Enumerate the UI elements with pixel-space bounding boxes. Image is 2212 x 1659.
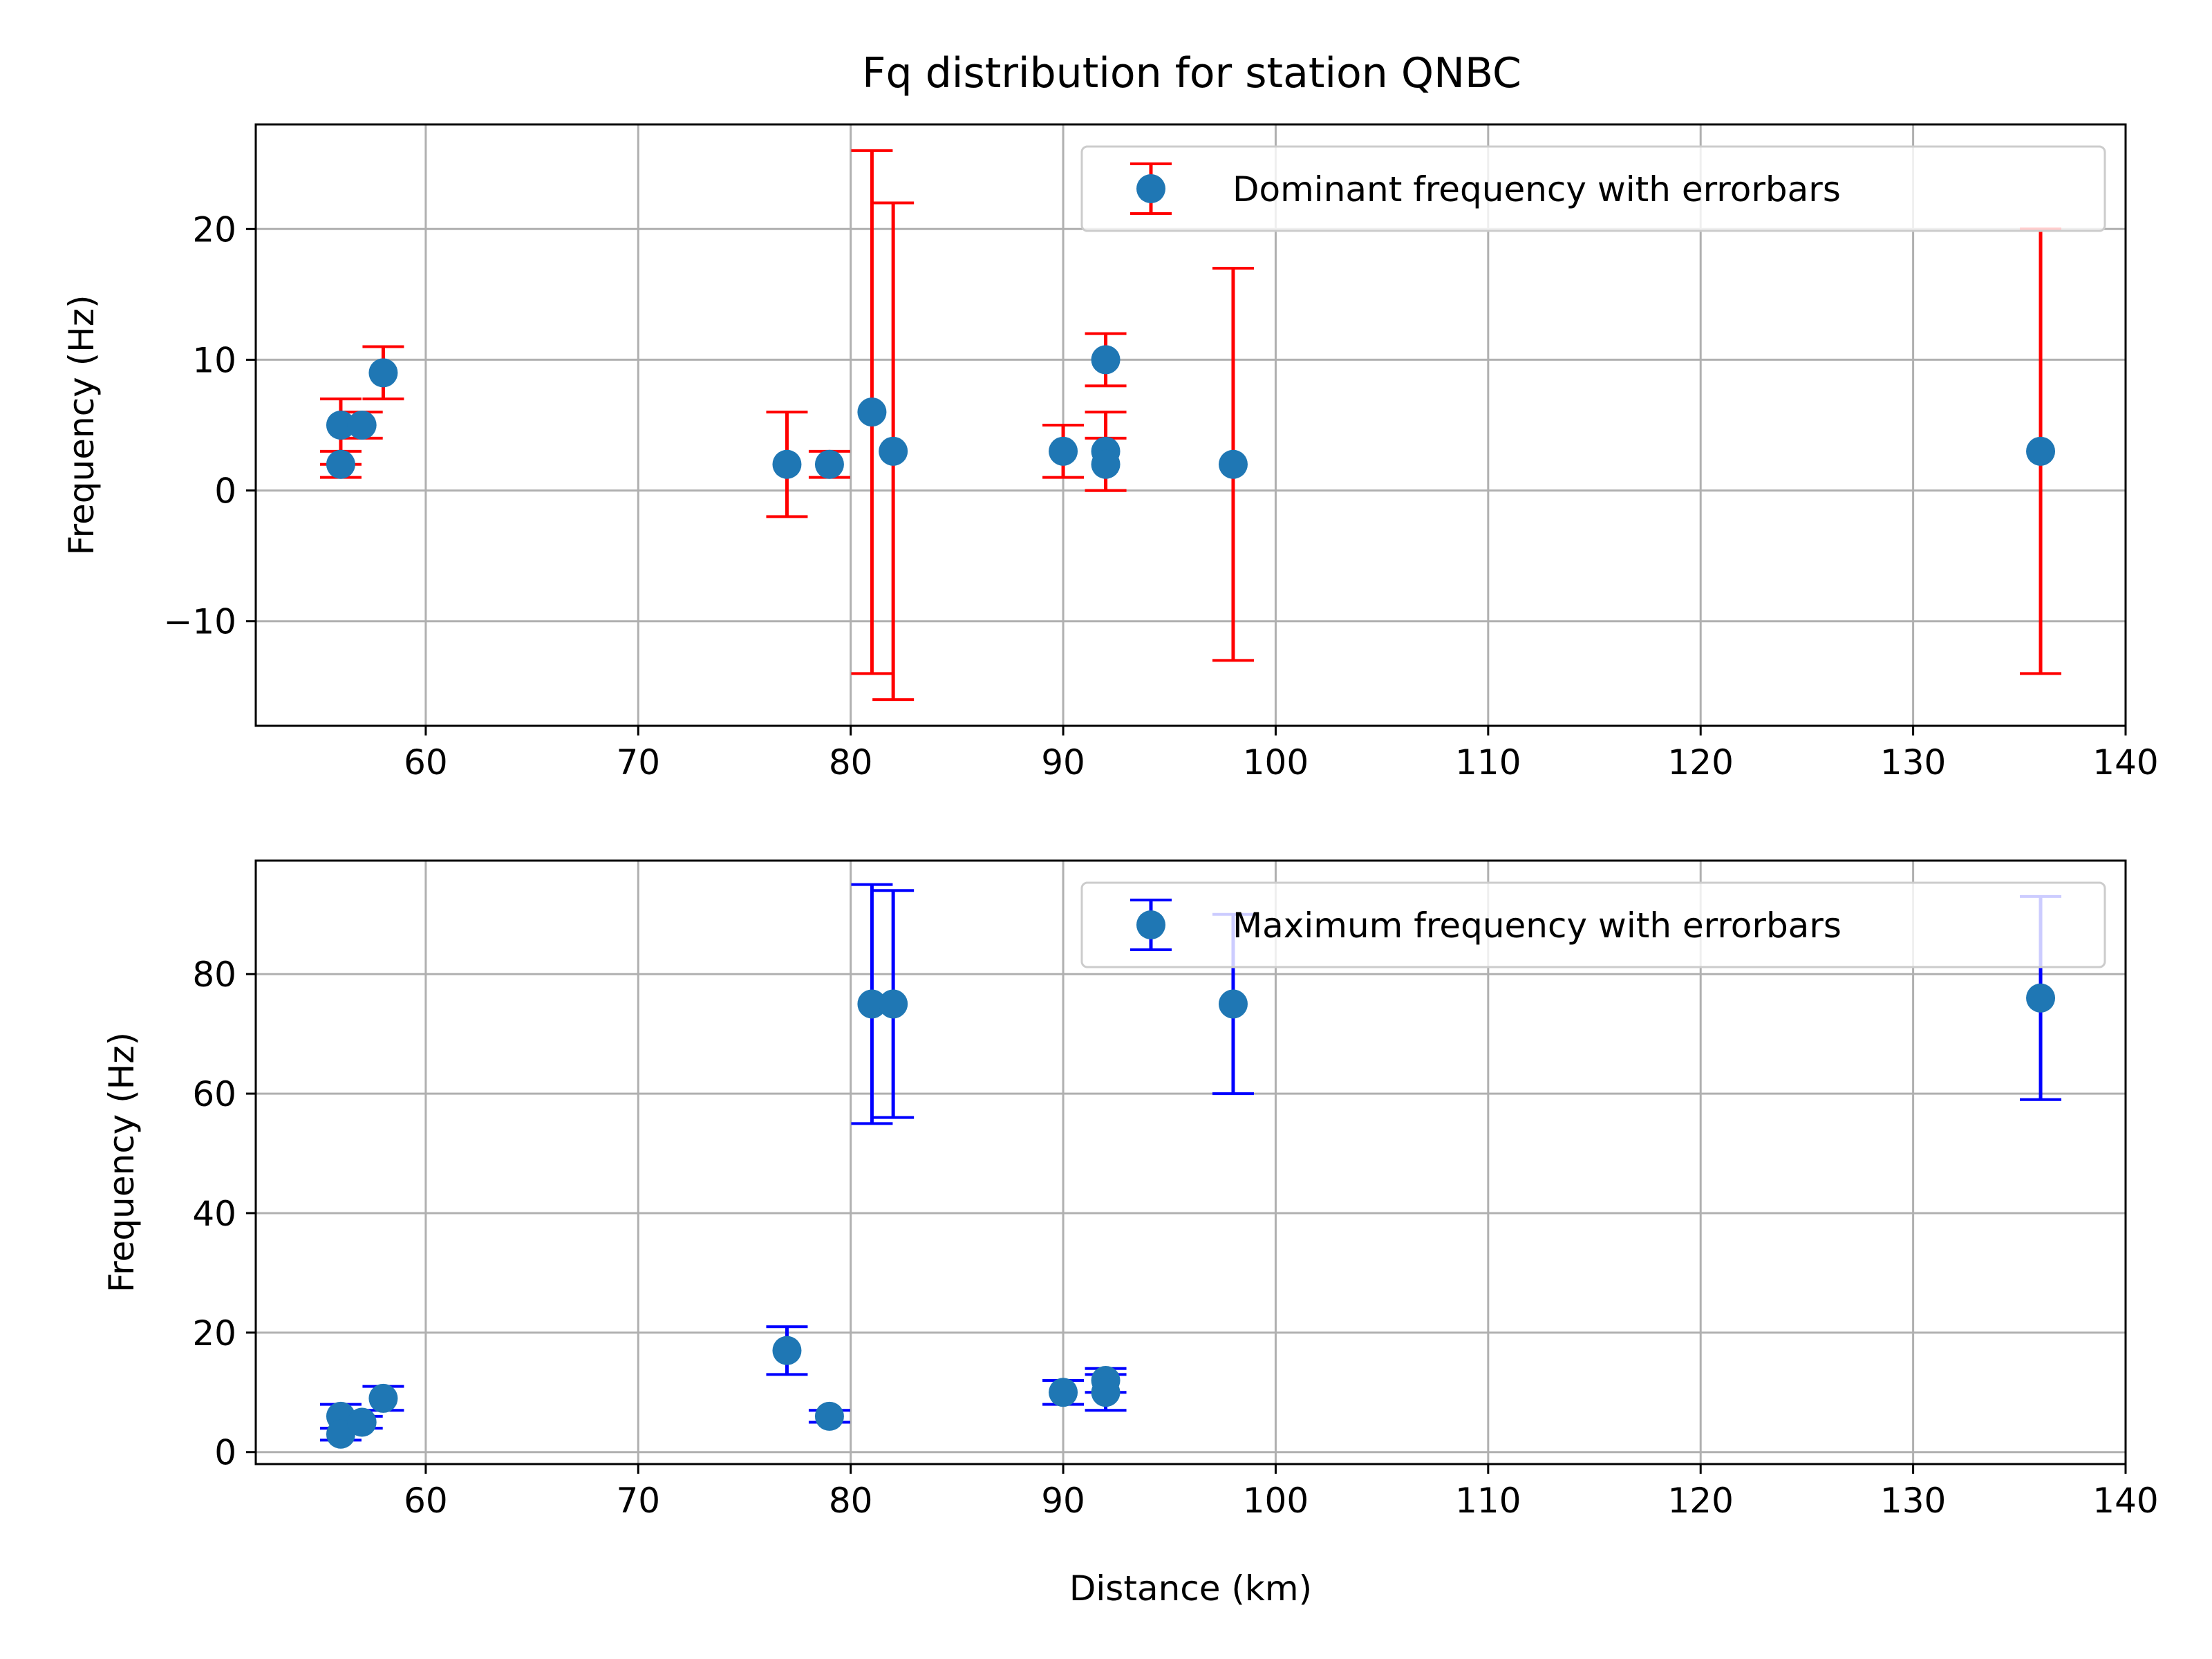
data-point bbox=[2026, 983, 2056, 1013]
data-point bbox=[1049, 436, 1078, 466]
plot-area-frame bbox=[254, 123, 2127, 727]
legend-marker-icon bbox=[1136, 910, 1165, 939]
data-point bbox=[1091, 1378, 1121, 1407]
maximum-frequency-panel: 60 70 80 90 100 110 120 130 140 0 20 40 60 80 Frequenc… bbox=[102, 859, 2159, 1609]
data-point bbox=[368, 1383, 398, 1413]
x-tick-label: 70 bbox=[616, 742, 660, 782]
data-point bbox=[326, 411, 355, 440]
data-point bbox=[814, 449, 844, 479]
y-axis-label: Frequency (Hz) bbox=[102, 1032, 142, 1293]
data-point bbox=[347, 411, 377, 440]
y-tick-label: 20 bbox=[192, 209, 236, 250]
legend: Dominant frequency with errorbars bbox=[1080, 145, 2106, 232]
x-tick-label: 110 bbox=[1455, 1481, 1521, 1521]
x-tick-label: 130 bbox=[1880, 742, 1946, 782]
x-tick-label: 130 bbox=[1880, 1481, 1946, 1521]
data-point bbox=[772, 449, 802, 479]
y-axis-label: Frequency (Hz) bbox=[62, 294, 102, 555]
data-point bbox=[857, 989, 887, 1019]
y-tick-label: 60 bbox=[192, 1074, 236, 1114]
data-point bbox=[326, 1419, 355, 1449]
legend-label: Dominant frequency with errorbars bbox=[1232, 169, 1841, 209]
x-tick-label: 80 bbox=[829, 742, 873, 782]
x-tick-label: 60 bbox=[404, 1481, 448, 1521]
x-tick-label: 90 bbox=[1041, 742, 1085, 782]
y-tick-label: 0 bbox=[214, 471, 236, 512]
data-point bbox=[879, 989, 908, 1019]
x-tick-label: 110 bbox=[1455, 742, 1521, 782]
data-point bbox=[1218, 449, 1248, 479]
y-tick-label: −10 bbox=[163, 602, 236, 642]
x-tick-label: 70 bbox=[616, 1481, 660, 1521]
chart-title: Fq distribution for station QNBC bbox=[862, 49, 1521, 97]
y-tick-label: 0 bbox=[214, 1433, 236, 1473]
data-point bbox=[326, 449, 355, 479]
data-point bbox=[1091, 345, 1121, 375]
data-point bbox=[1091, 449, 1121, 479]
data-point bbox=[2026, 436, 2056, 466]
dominant-frequency-panel: 60 70 80 90 100 110 120 130 140 −10 0 10 20 Frequency… bbox=[62, 123, 2159, 782]
x-tick-label: 80 bbox=[829, 1481, 873, 1521]
legend-box bbox=[1080, 145, 2106, 232]
data-point bbox=[879, 436, 908, 466]
plot-area-frame bbox=[254, 859, 2127, 1465]
y-tick-label: 20 bbox=[192, 1313, 236, 1353]
x-tick-label: 90 bbox=[1041, 1481, 1085, 1521]
legend-marker-icon bbox=[1136, 174, 1165, 203]
x-tick-label: 60 bbox=[404, 742, 448, 782]
legend-label: Maximum frequency with errorbars bbox=[1232, 906, 1841, 946]
x-axis-label: Distance (km) bbox=[1069, 1568, 1312, 1609]
x-tick-label: 140 bbox=[2092, 742, 2158, 782]
legend-box bbox=[1080, 881, 2106, 968]
x-tick-label: 100 bbox=[1243, 742, 1309, 782]
y-tick-label: 10 bbox=[192, 340, 236, 380]
x-tick-label: 120 bbox=[1668, 742, 1734, 782]
x-tick-label: 120 bbox=[1668, 1481, 1734, 1521]
x-tick-label: 100 bbox=[1243, 1481, 1309, 1521]
y-tick-label: 40 bbox=[192, 1194, 236, 1234]
data-point bbox=[857, 397, 887, 427]
legend: Maximum frequency with errorbars bbox=[1080, 881, 2106, 968]
data-point bbox=[1049, 1378, 1078, 1407]
data-point bbox=[772, 1335, 802, 1365]
x-tick-label: 140 bbox=[2092, 1481, 2158, 1521]
data-point bbox=[1218, 989, 1248, 1019]
data-point bbox=[368, 358, 398, 388]
data-point bbox=[814, 1401, 844, 1431]
data-point bbox=[347, 1407, 377, 1437]
y-tick-label: 80 bbox=[192, 955, 236, 995]
